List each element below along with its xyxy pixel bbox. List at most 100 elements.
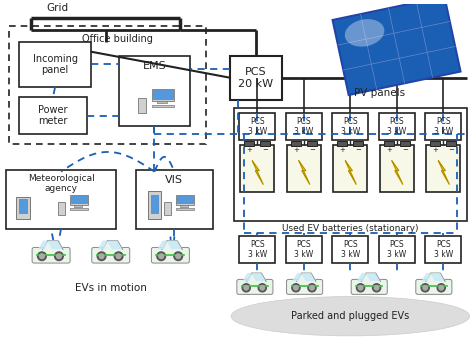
Text: PCS
3 kW: PCS 3 kW [387,240,407,259]
Polygon shape [102,241,123,250]
Bar [333,0,461,95]
Ellipse shape [345,19,384,47]
Text: PCS
3 kW: PCS 3 kW [247,117,267,136]
Bar [287,145,321,192]
Bar [400,141,410,146]
Bar [379,235,415,263]
Bar [379,113,415,140]
Polygon shape [293,274,301,281]
Circle shape [423,285,428,290]
Text: +: + [339,147,346,153]
Bar [430,141,440,146]
Circle shape [358,285,363,290]
FancyBboxPatch shape [151,247,190,263]
Circle shape [176,254,181,259]
Text: PCS
3 kW: PCS 3 kW [341,117,360,136]
Circle shape [116,254,121,259]
Bar [9,26,206,144]
Bar [230,56,282,100]
Circle shape [292,284,300,292]
Bar [71,196,87,203]
Text: Used EV batteries (stationary): Used EV batteries (stationary) [282,224,419,233]
Bar [286,235,322,263]
Text: PCS
3 kW: PCS 3 kW [434,240,453,259]
Text: −: − [309,147,315,153]
Polygon shape [361,273,381,281]
Bar [19,42,91,87]
Bar [137,98,146,113]
Circle shape [258,284,266,292]
Text: −: − [402,147,408,153]
Text: PCS
3 kW: PCS 3 kW [294,240,313,259]
Bar [70,208,88,210]
Circle shape [244,285,248,290]
Text: PCS
3 kW: PCS 3 kW [294,117,313,136]
Bar [380,145,414,192]
Circle shape [56,254,61,259]
Bar [353,141,363,146]
Circle shape [294,285,298,290]
FancyBboxPatch shape [416,279,452,294]
FancyBboxPatch shape [287,279,323,294]
Bar [6,170,116,229]
Text: Grid: Grid [46,3,68,13]
Circle shape [159,254,164,259]
Circle shape [374,285,379,290]
Text: VIS: VIS [165,175,183,184]
Circle shape [37,252,46,260]
Bar [153,90,173,99]
Polygon shape [244,274,251,281]
Text: PCS
20 kW: PCS 20 kW [238,67,273,88]
Bar [384,141,394,146]
Polygon shape [247,273,266,281]
Bar [152,89,174,101]
Polygon shape [392,161,403,184]
Bar [234,108,466,221]
Bar [332,235,368,263]
Bar [427,145,460,192]
Text: Office building: Office building [82,34,153,44]
Bar [239,113,275,140]
Circle shape [55,252,63,260]
Polygon shape [431,274,444,281]
Bar [426,113,461,140]
FancyBboxPatch shape [237,279,273,294]
Bar [74,205,82,207]
Bar [337,141,347,146]
Bar [19,97,87,134]
FancyBboxPatch shape [92,247,130,263]
Text: PV panels: PV panels [354,88,405,98]
Polygon shape [39,241,47,249]
Circle shape [39,254,44,259]
Polygon shape [302,274,314,281]
Text: −: − [448,147,454,153]
Circle shape [439,285,444,290]
Bar [426,235,461,263]
Polygon shape [168,241,181,249]
Polygon shape [423,274,430,281]
FancyBboxPatch shape [32,247,70,263]
Text: Meteorological
agency: Meteorological agency [27,174,94,193]
Text: PCS
3 kW: PCS 3 kW [434,117,453,136]
Polygon shape [158,241,166,249]
Polygon shape [48,241,61,249]
Bar [151,195,158,213]
Bar [260,141,270,146]
Ellipse shape [231,296,470,336]
Bar [176,195,194,205]
Bar [240,145,274,192]
Bar [332,113,368,140]
Bar [118,56,190,126]
Polygon shape [299,161,310,184]
Bar [291,141,301,146]
Text: PCS
3 kW: PCS 3 kW [387,117,407,136]
Polygon shape [43,241,63,250]
Text: −: − [262,147,268,153]
Text: Incoming
panel: Incoming panel [33,54,78,75]
Circle shape [421,284,429,292]
Polygon shape [438,161,449,184]
Polygon shape [367,274,379,281]
Bar [164,202,172,215]
Bar [157,101,166,103]
Text: Power
meter: Power meter [38,105,68,126]
